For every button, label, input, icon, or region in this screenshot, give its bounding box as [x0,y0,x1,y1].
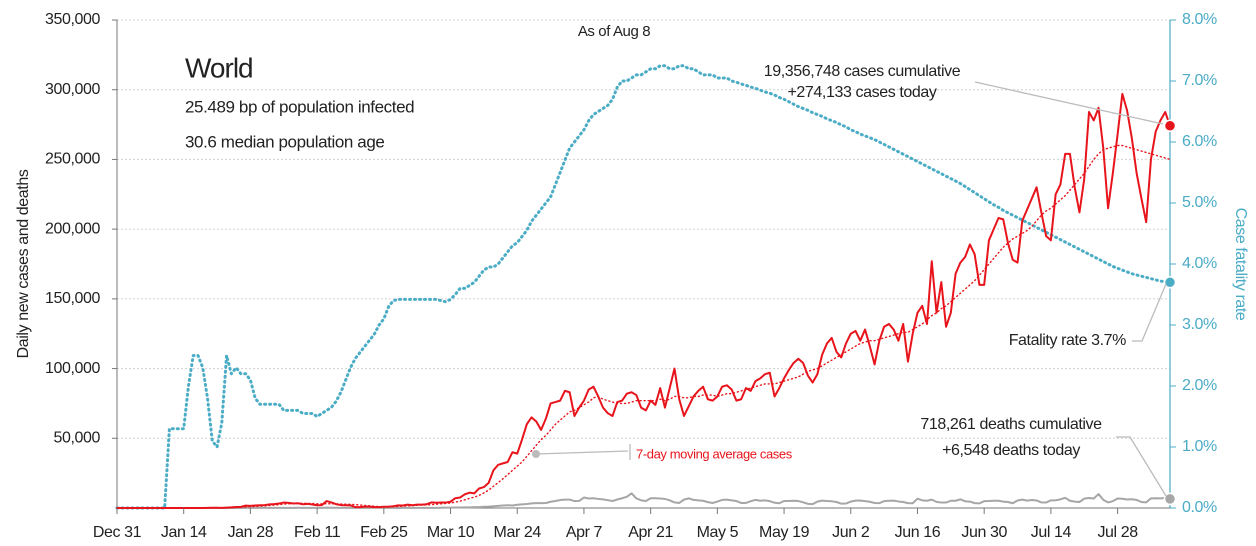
x-tick-label: Apr 21 [628,524,673,541]
leader-line [1116,436,1167,497]
y-tick-label: 50,000 [53,430,100,447]
y2-tick-label: 2.0% [1182,377,1217,394]
annotation: +6,548 deaths today [942,442,1080,459]
y2-axis-label: Case fatality rate [1232,208,1249,321]
end-marker [1163,276,1177,289]
series-line [115,64,1172,510]
end-marker [1163,492,1177,506]
y-tick-label: 350,000 [45,11,101,28]
annotation: Fatality rate 3.7% [1009,332,1126,349]
y2-tick-label: 0.0% [1182,499,1217,516]
y2-tick-label: 8.0% [1182,11,1217,28]
y-tick-label: 300,000 [45,81,101,98]
x-tick-label: Jul 14 [1031,524,1072,541]
y2-tick-label: 4.0% [1182,255,1217,272]
x-tick-label: Jun 16 [895,524,941,541]
y2-tick-label: 7.0% [1182,72,1217,89]
plot-area [115,64,1177,510]
y-tick-label: 150,000 [45,290,101,307]
grid [117,19,1170,439]
y-tick-label: 100,000 [45,360,101,377]
x-tick-label: Jan 28 [228,524,274,541]
y2-tick-label: 5.0% [1182,194,1217,211]
date-note: As of Aug 8 [578,23,650,40]
leader-line [535,450,629,455]
y2-tick-label: 1.0% [1182,438,1217,455]
x-tick-label: Mar 24 [494,524,542,541]
y-tick-label: 250,000 [45,151,101,168]
note: 25.489 bp of population infected [185,97,414,116]
note: 30.6 median population age [185,132,384,151]
x-tick-label: May 5 [697,524,739,541]
annotation: 19,356,748 cases cumulative [764,63,961,80]
y2-tick-label: 3.0% [1182,316,1217,333]
x-tick-label: Jun 30 [961,524,1007,541]
series-line [116,92,1171,509]
y2-tick-label: 6.0% [1182,133,1217,150]
x-tick-label: Apr 7 [566,524,603,541]
annotation: +274,133 cases today [787,84,936,101]
leader-line [974,81,1164,125]
y-axis-label: Daily new cases and deaths [15,169,32,358]
chart-title: World [185,52,253,83]
x-tick-label: Feb 25 [360,524,408,541]
end-marker [1163,119,1177,133]
series-label: 7-day moving average cases [636,446,793,461]
series-line [116,492,1171,509]
x-tick-label: Mar 10 [427,524,475,541]
x-tick-label: Jan 14 [161,524,207,541]
y-tick-label: 200,000 [45,220,101,237]
x-tick-label: May 19 [759,524,810,541]
annotation: 718,261 deaths cumulative [920,416,1102,433]
x-tick-label: Dec 31 [93,524,142,541]
x-tick-label: Jun 2 [832,524,870,541]
leader-line [1132,283,1167,342]
x-tick-label: Feb 11 [294,524,341,541]
x-tick-label: Jul 28 [1097,524,1138,541]
